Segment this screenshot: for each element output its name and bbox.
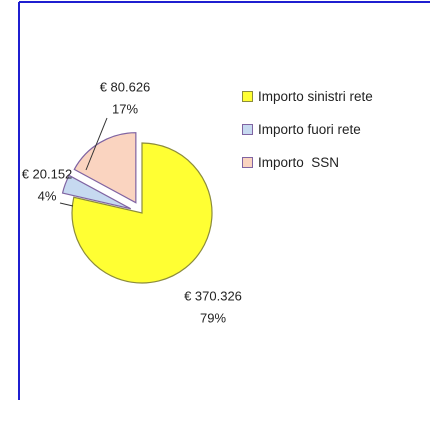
leader-line: [85, 117, 108, 171]
legend-swatch: [242, 124, 253, 135]
legend: Importo sinistri rete Importo fuori rete I…: [242, 86, 382, 185]
pie-slice: [73, 132, 137, 204]
value-label: € 80.626: [100, 79, 151, 94]
legend-swatch: [242, 157, 253, 168]
legend-swatch: [242, 91, 253, 102]
legend-label: Importo SSN: [258, 155, 340, 170]
legend-item: Importo sinistri rete: [242, 86, 382, 107]
legend-item: Importo fuori rete: [242, 119, 382, 140]
percent-label: 17%: [112, 101, 138, 116]
legend-label: Importo fuori rete: [258, 122, 361, 137]
pie-slice: [61, 174, 132, 210]
value-label: € 20.152: [22, 166, 73, 181]
legend-label: Importo sinistri rete: [258, 89, 373, 104]
percent-label: 4%: [38, 188, 57, 203]
percent-label: 79%: [200, 310, 226, 325]
value-label: € 370.326: [184, 288, 242, 303]
leader-line: [59, 202, 74, 207]
pie-slice: [71, 142, 213, 284]
legend-item: Importo SSN: [242, 152, 382, 173]
